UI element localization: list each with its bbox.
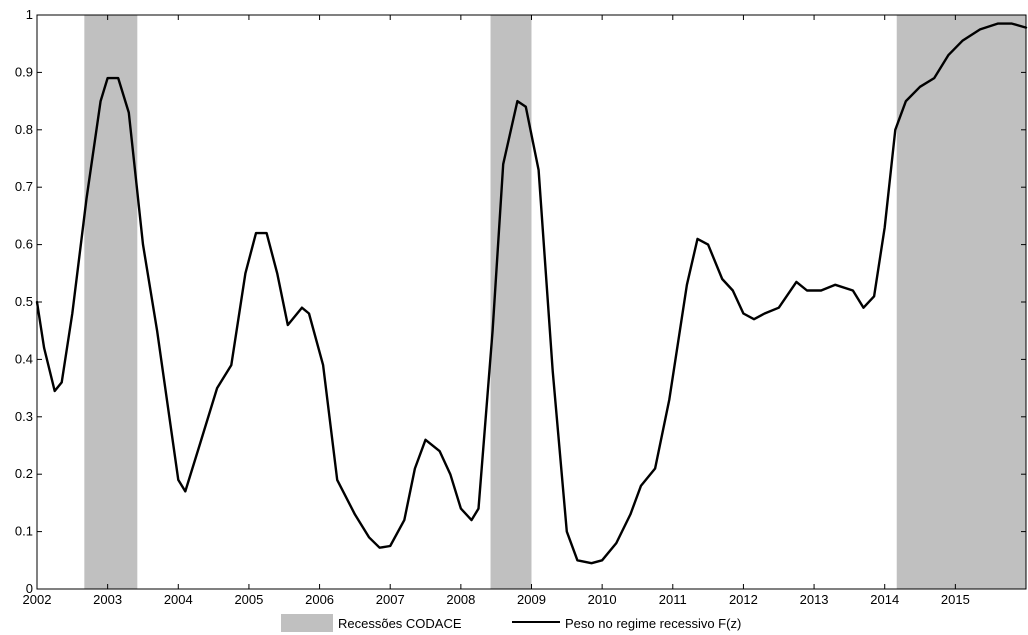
- x-tick-label: 2014: [870, 592, 899, 607]
- recession-band-3: [896, 15, 1026, 589]
- x-tick-label: 2002: [23, 592, 52, 607]
- y-tick-label: 0: [26, 581, 33, 596]
- series-line-1: [35, 22, 1028, 565]
- y-tick-label: 0.2: [15, 466, 33, 481]
- x-axis-ticks: 2002 2003 2004 2005 2006 2007 2008 2009 2010 2011…: [23, 15, 970, 607]
- x-tick-label: 2012: [729, 592, 758, 607]
- y-tick-label: 0.6: [15, 237, 33, 252]
- x-tick-label: 2003: [93, 592, 122, 607]
- series-lines: [35, 22, 1028, 565]
- y-axis-ticks: 0 0.1 0.2 0.3 0.4 0.5 0.6 0.7 0.8 0.9 1: [15, 7, 1026, 596]
- y-tick-label: 0.7: [15, 179, 33, 194]
- x-tick-label: 2006: [305, 592, 334, 607]
- x-tick-label: 2008: [446, 592, 475, 607]
- x-tick-label: 2015: [941, 592, 970, 607]
- y-tick-label: 0.5: [15, 294, 33, 309]
- x-tick-label: 2009: [517, 592, 546, 607]
- x-tick-label: 2011: [659, 592, 687, 607]
- y-tick-label: 0.9: [15, 64, 33, 79]
- y-tick-label: 0.8: [15, 122, 33, 137]
- y-tick-label: 0.4: [15, 351, 33, 366]
- recession-bands: [84, 15, 1026, 589]
- y-tick-label: 0.3: [15, 409, 33, 424]
- legend: Recessões CODACE Peso no regime recessivo…: [281, 614, 741, 632]
- recession-band-2: [490, 15, 532, 589]
- x-tick-label: 2004: [164, 592, 193, 607]
- x-tick-label: 2005: [234, 592, 263, 607]
- x-tick-label: 2007: [376, 592, 405, 607]
- x-tick-label: 2010: [588, 592, 617, 607]
- legend-recession-swatch: [281, 614, 333, 632]
- y-tick-label: 0.1: [15, 524, 33, 539]
- legend-series-label: Peso no regime recessivo F(z): [565, 616, 741, 631]
- recession-band-1: [84, 15, 138, 589]
- legend-recession-label: Recessões CODACE: [338, 616, 462, 631]
- y-tick-label: 1: [26, 7, 33, 22]
- x-tick-label: 2013: [800, 592, 829, 607]
